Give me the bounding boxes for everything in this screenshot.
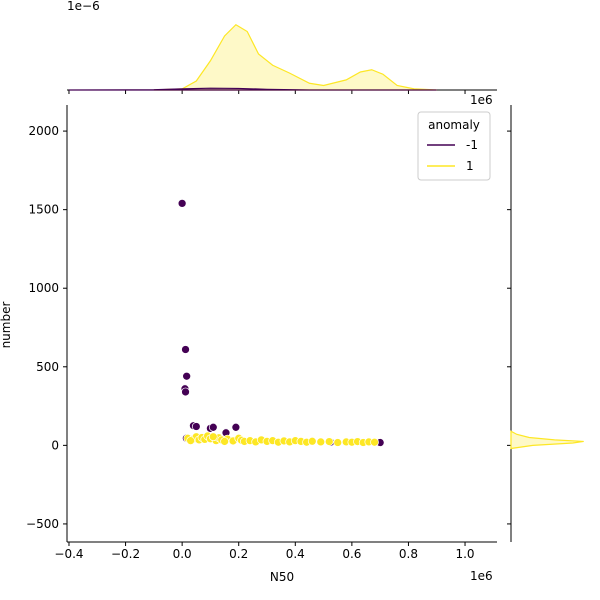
x-tick-label: −0.4 — [54, 547, 83, 561]
x-tick-label: 0.0 — [173, 547, 192, 561]
y-label: number — [0, 302, 13, 349]
scatter-point — [208, 422, 218, 432]
legend-label: -1 — [466, 138, 478, 152]
scatter-point — [333, 438, 343, 447]
x-tick-label: 0.8 — [399, 547, 418, 561]
scatter-point — [182, 371, 192, 381]
y-tick-label: 1500 — [28, 203, 59, 217]
scatter-point — [220, 437, 229, 446]
legend-box — [417, 111, 491, 181]
scatter-point — [208, 432, 218, 442]
scatter-point — [181, 387, 190, 397]
right-offset: 1e6 — [470, 93, 493, 107]
legend-label: 1 — [466, 159, 474, 173]
x-tick-label: −0.2 — [111, 547, 140, 561]
x-tick-label: 1.0 — [455, 547, 474, 561]
scatter-point — [307, 436, 317, 446]
top-kde — [68, 87, 437, 91]
scatter-point — [177, 199, 187, 208]
x-label: N50 — [270, 570, 294, 584]
top-offset: 1e−6 — [67, 0, 100, 13]
scatter-point — [316, 437, 326, 447]
x-tick-label: 0.6 — [342, 547, 361, 561]
x-tick-label: 0.4 — [286, 547, 305, 561]
right-kde — [510, 430, 584, 450]
legend-title: anomaly — [428, 118, 480, 132]
x-offset: 1e6 — [470, 569, 493, 583]
y-tick-label: 0 — [51, 438, 59, 452]
y-tick-label: 1000 — [28, 281, 59, 295]
scatter-point — [231, 422, 241, 432]
top-kde — [153, 23, 437, 91]
x-tick-label: 0.2 — [229, 547, 248, 561]
y-tick-label: −500 — [26, 517, 59, 531]
scatter-point — [324, 437, 334, 446]
scatter-point — [186, 436, 195, 445]
y-tick-label: 2000 — [28, 124, 59, 138]
scatter-point — [191, 422, 201, 431]
scatter-point — [370, 437, 379, 447]
y-tick-label: 500 — [36, 360, 59, 374]
scatter-point — [181, 345, 190, 354]
